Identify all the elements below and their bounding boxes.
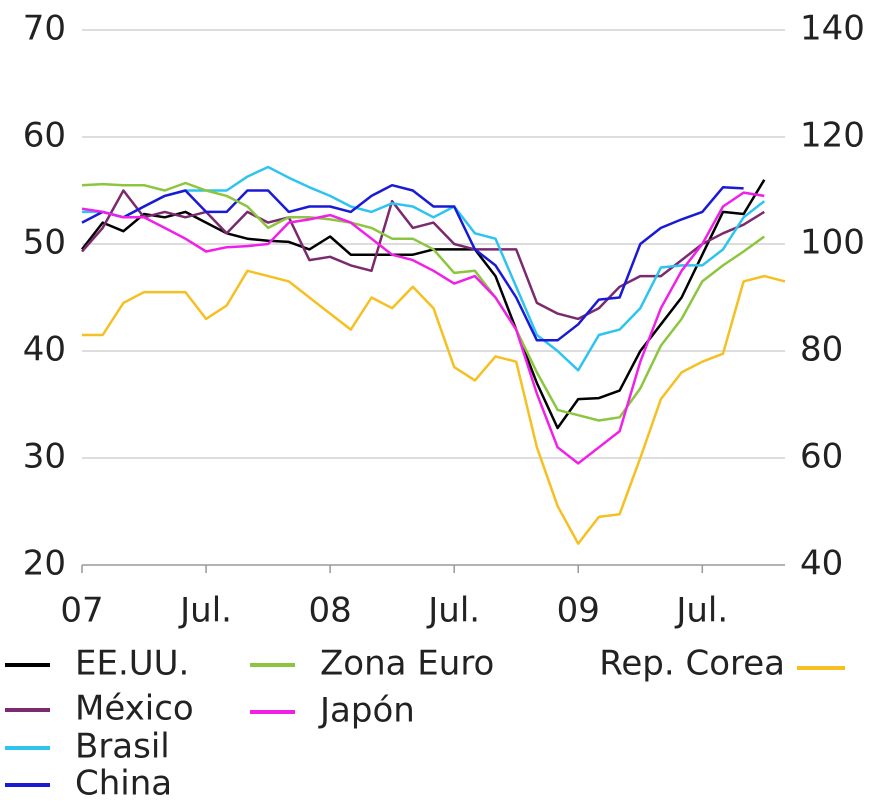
x-tick-label: 09 (557, 591, 600, 631)
x-tick-label: Jul. (674, 591, 728, 631)
legend-label: Rep. Corea (599, 644, 785, 684)
legend-label: México (75, 689, 194, 729)
x-tick-label: 08 (308, 591, 351, 631)
legend-label: China (75, 764, 172, 804)
y2-tick-label: 100 (800, 223, 865, 263)
y2-tick-label: 40 (800, 544, 843, 584)
y-tick-label: 40 (23, 330, 66, 370)
legend-label: Zona Euro (320, 644, 494, 684)
series-line (81, 181, 766, 422)
series-line (81, 189, 765, 321)
y2-tick-label: 140 (800, 9, 865, 49)
series-line (81, 191, 765, 465)
x-tick-label: 07 (60, 591, 103, 631)
x-tick-label: Jul. (426, 591, 480, 631)
series-line (81, 183, 744, 342)
x-tick-label: Jul. (178, 591, 232, 631)
legend-label: Japón (318, 691, 415, 731)
y-tick-label: 70 (23, 9, 66, 49)
series-line (82, 165, 766, 372)
y2-tick-label: 120 (800, 116, 865, 156)
y-tick-label: 20 (23, 544, 66, 584)
y2-tick-label: 80 (800, 330, 843, 370)
y2-tick-label: 60 (800, 437, 843, 477)
y-tick-label: 30 (23, 437, 66, 477)
y-tick-label: 60 (23, 116, 66, 156)
legend-label: EE.UU. (75, 644, 189, 684)
legend-label: Brasil (75, 727, 170, 767)
y-tick-label: 50 (23, 223, 66, 263)
series-line (82, 269, 786, 545)
